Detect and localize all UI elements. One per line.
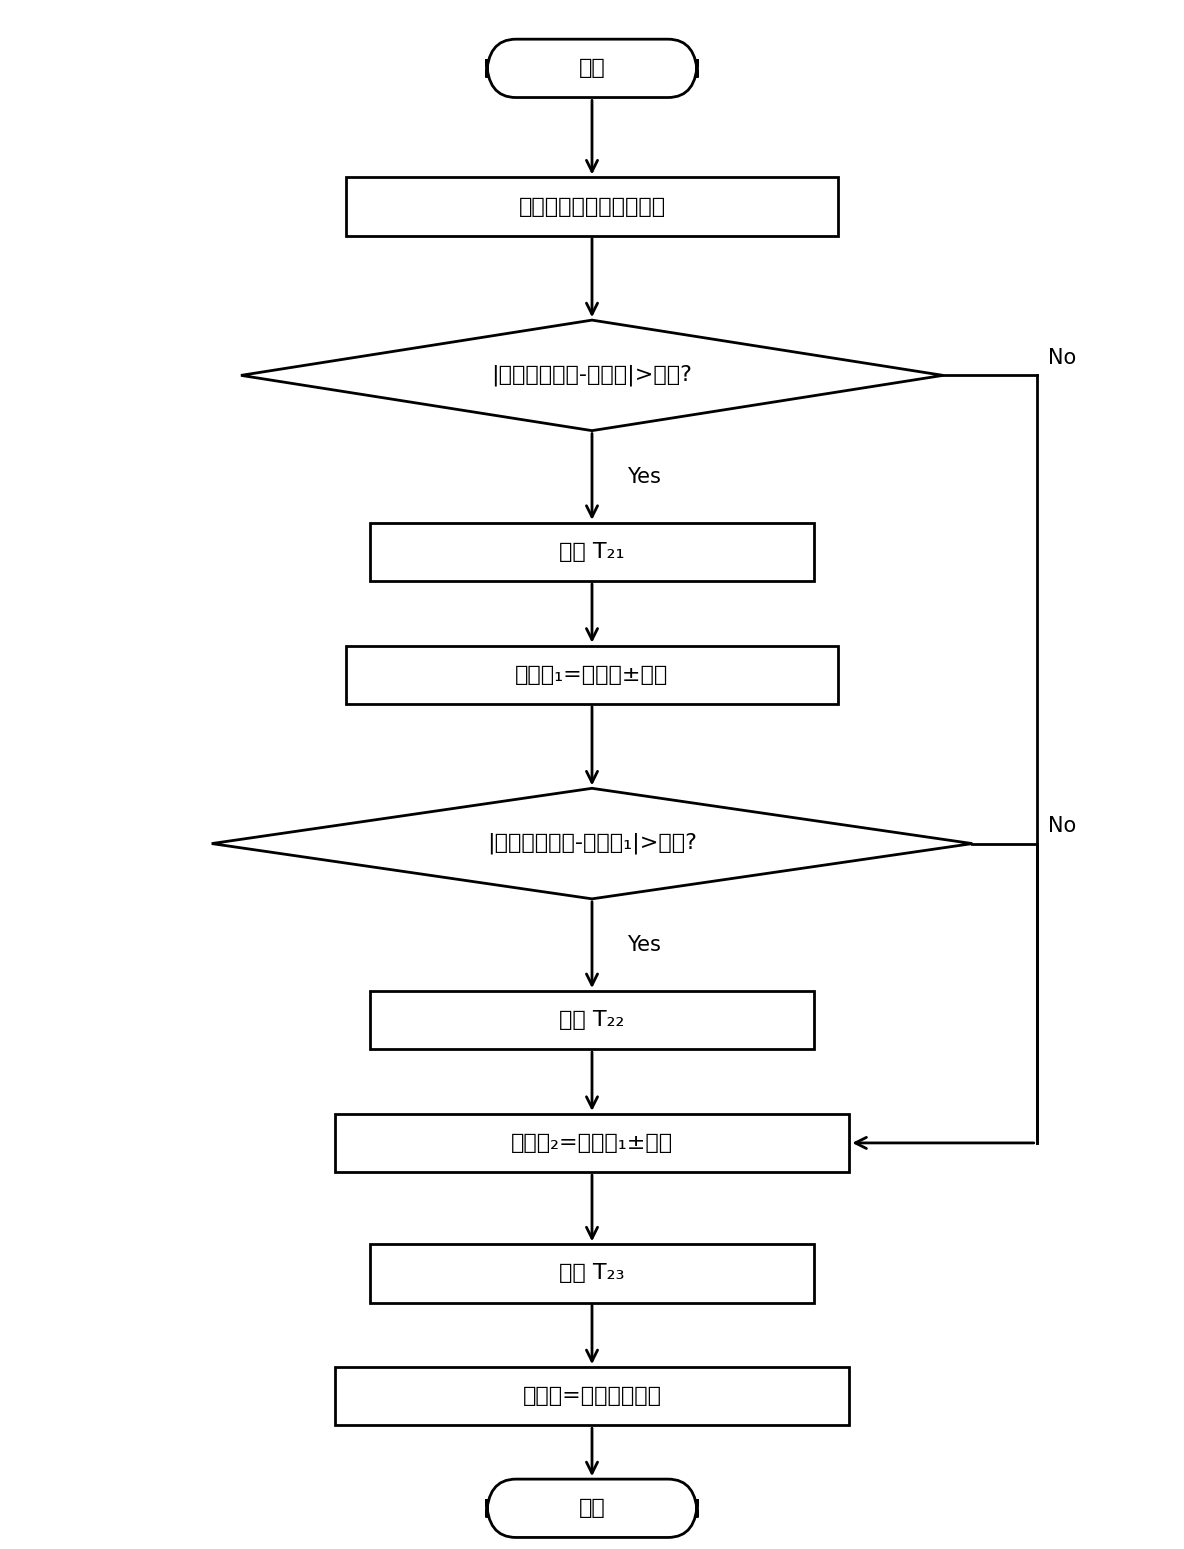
Text: No: No bbox=[1048, 347, 1076, 367]
Text: 弯辊力₂=弯辊力₁±阈值: 弯辊力₂=弯辊力₁±阈值 bbox=[511, 1132, 673, 1152]
Bar bbox=[335, 1368, 849, 1425]
Bar bbox=[346, 177, 838, 235]
Text: 弯辊力=弯辊力设定值: 弯辊力=弯辊力设定值 bbox=[522, 1386, 662, 1406]
Text: 延时 T₂₃: 延时 T₂₃ bbox=[559, 1264, 625, 1284]
Text: No: No bbox=[1048, 816, 1076, 836]
Bar bbox=[369, 1244, 815, 1303]
Bar bbox=[346, 646, 838, 703]
Text: 延时 T₂₂: 延时 T₂₂ bbox=[559, 1010, 625, 1030]
Polygon shape bbox=[242, 321, 942, 431]
Text: Yes: Yes bbox=[628, 936, 661, 954]
Text: 延时 T₂₁: 延时 T₂₁ bbox=[559, 542, 625, 562]
FancyBboxPatch shape bbox=[487, 1479, 697, 1538]
Bar bbox=[369, 522, 815, 581]
Text: |弯辊力设定值-平衡力|>阈值?: |弯辊力设定值-平衡力|>阈值? bbox=[491, 364, 693, 386]
Polygon shape bbox=[212, 788, 972, 898]
Text: 弯辊力₁=平衡力±阈值: 弯辊力₁=平衡力±阈值 bbox=[515, 665, 669, 685]
Text: |弯辊力设定值-弯辊力₁|>阈值?: |弯辊力设定值-弯辊力₁|>阈值? bbox=[487, 833, 697, 855]
Text: 结束: 结束 bbox=[579, 1498, 605, 1518]
Text: 取本机架咬钢上升沿信号: 取本机架咬钢上升沿信号 bbox=[519, 197, 665, 217]
Text: 开始: 开始 bbox=[579, 59, 605, 79]
FancyBboxPatch shape bbox=[487, 39, 697, 98]
Text: Yes: Yes bbox=[628, 466, 661, 486]
Bar bbox=[335, 1114, 849, 1173]
Bar bbox=[369, 991, 815, 1049]
